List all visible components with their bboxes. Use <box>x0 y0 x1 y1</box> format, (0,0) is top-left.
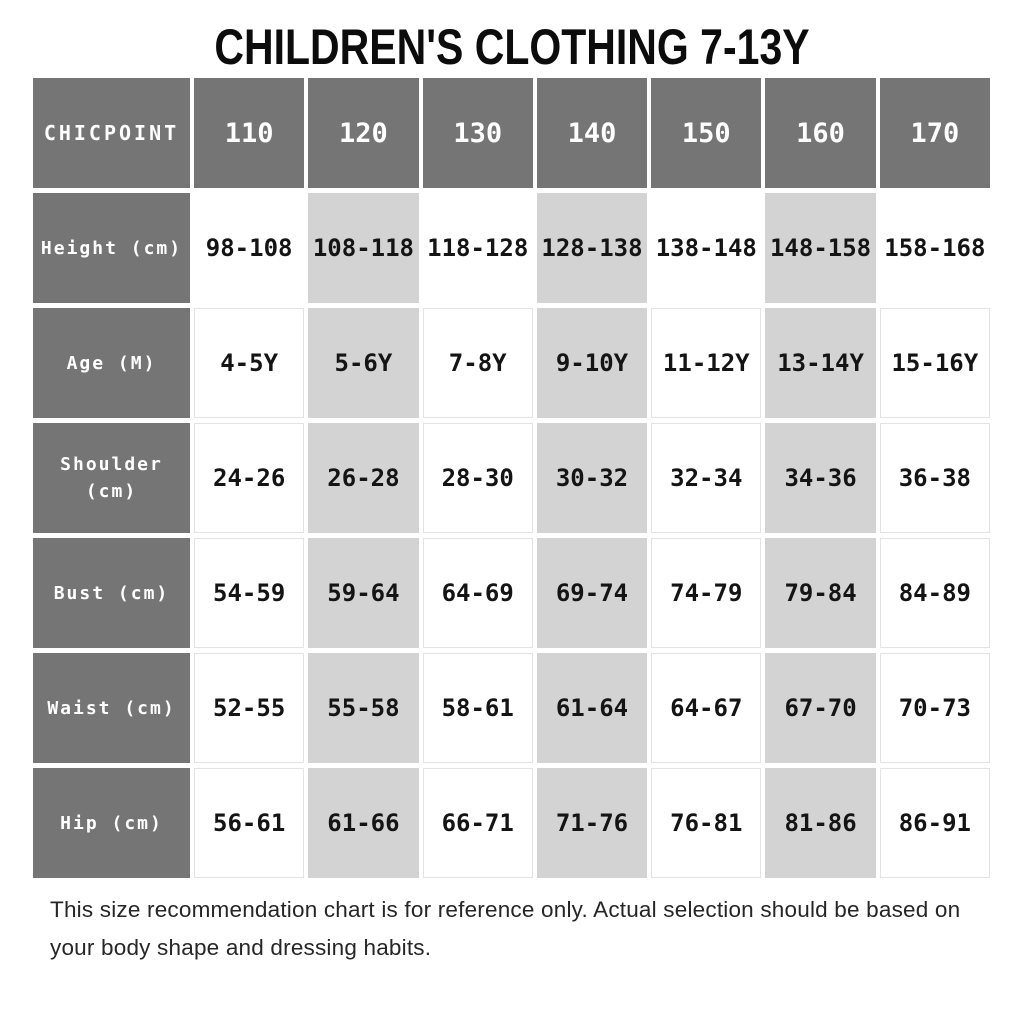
table-cell: 98-108 <box>194 193 305 303</box>
table-cell: 67-70 <box>765 653 876 763</box>
column-header-110: 110 <box>194 78 305 188</box>
table-cell: 79-84 <box>765 538 876 648</box>
row-label-waist: Waist (cm) <box>33 653 190 763</box>
table-cell: 128-138 <box>536 193 648 303</box>
table-cell: 71-76 <box>536 768 648 878</box>
table-cell: 11-12Y <box>651 308 762 418</box>
table-cell: 28-30 <box>422 423 533 533</box>
table-cell: 56-61 <box>194 768 305 878</box>
table-cell: 69-74 <box>536 538 648 648</box>
table-cell: 158-168 <box>879 193 990 303</box>
table-cell: 30-32 <box>536 423 648 533</box>
table-cell: 61-64 <box>536 653 648 763</box>
table-cell: 13-14Y <box>765 308 876 418</box>
row-label-age: Age (M) <box>33 308 190 418</box>
table-cell: 55-58 <box>308 653 419 763</box>
table-cell: 26-28 <box>308 423 419 533</box>
table-cell: 58-61 <box>422 653 533 763</box>
column-header-120: 120 <box>308 78 419 188</box>
table-cell: 54-59 <box>194 538 305 648</box>
table-cell: 74-79 <box>651 538 762 648</box>
column-header-160: 160 <box>765 78 876 188</box>
table-cell: 138-148 <box>651 193 762 303</box>
table-cell: 59-64 <box>308 538 419 648</box>
table-cell: 76-81 <box>651 768 762 878</box>
size-table: CHICPOINT 110 120 130 140 150 160 170 He… <box>33 78 990 878</box>
table-cell: 84-89 <box>879 538 990 648</box>
table-cell: 7-8Y <box>422 308 533 418</box>
table-cell: 5-6Y <box>308 308 419 418</box>
table-cell: 4-5Y <box>194 308 305 418</box>
column-header-170: 170 <box>879 78 990 188</box>
table-cell: 9-10Y <box>536 308 648 418</box>
table-cell: 66-71 <box>422 768 533 878</box>
row-label-bust: Bust (cm) <box>33 538 190 648</box>
column-header-130: 130 <box>422 78 533 188</box>
table-cell: 148-158 <box>765 193 876 303</box>
table-cell: 86-91 <box>879 768 990 878</box>
row-label-height: Height (cm) <box>33 193 190 303</box>
table-cell: 81-86 <box>765 768 876 878</box>
column-header-140: 140 <box>536 78 648 188</box>
disclaimer-text: This size recommendation chart is for re… <box>50 897 961 960</box>
table-cell: 70-73 <box>879 653 990 763</box>
column-header-150: 150 <box>651 78 762 188</box>
table-cell: 24-26 <box>194 423 305 533</box>
table-cell: 15-16Y <box>879 308 990 418</box>
page-title: CHILDREN'S CLOTHING 7-13Y <box>214 19 810 75</box>
table-cell: 36-38 <box>879 423 990 533</box>
table-cell: 64-69 <box>422 538 533 648</box>
table-cell: 61-66 <box>308 768 419 878</box>
table-cell: 108-118 <box>308 193 419 303</box>
table-cell: 34-36 <box>765 423 876 533</box>
table-cell: 64-67 <box>651 653 762 763</box>
table-cell: 118-128 <box>422 193 533 303</box>
table-cell: 52-55 <box>194 653 305 763</box>
row-label-hip: Hip (cm) <box>33 768 190 878</box>
table-cell: 32-34 <box>651 423 762 533</box>
row-label-shoulder: Shoulder (cm) <box>33 423 190 533</box>
brand-cell: CHICPOINT <box>33 78 190 188</box>
